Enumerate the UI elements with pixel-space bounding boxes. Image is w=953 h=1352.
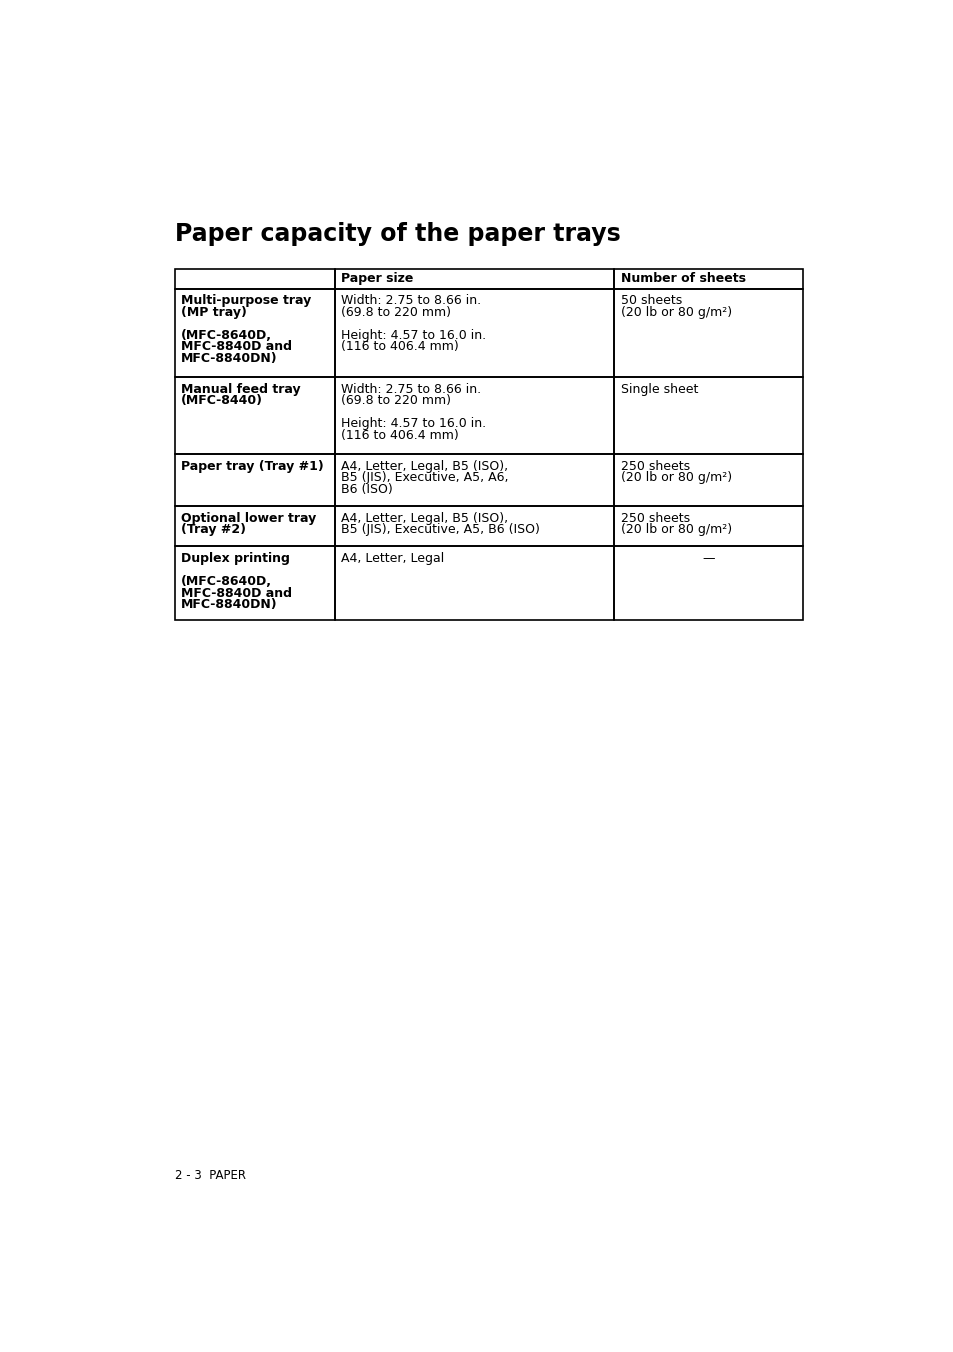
Text: Duplex printing: Duplex printing	[181, 552, 290, 565]
Text: Single sheet: Single sheet	[620, 383, 698, 396]
Bar	[335, 546, 614, 619]
Text: A4, Letter, Legal, B5 (ISO),: A4, Letter, Legal, B5 (ISO),	[341, 460, 508, 472]
Text: (69.8 to 220 mm): (69.8 to 220 mm)	[341, 306, 451, 319]
Bar	[335, 454, 614, 507]
Text: A4, Letter, Legal: A4, Letter, Legal	[341, 552, 444, 565]
Text: Width: 2.75 to 8.66 in.: Width: 2.75 to 8.66 in.	[341, 293, 481, 307]
Text: Width: 2.75 to 8.66 in.: Width: 2.75 to 8.66 in.	[341, 383, 481, 396]
Text: (116 to 406.4 mm): (116 to 406.4 mm)	[341, 429, 458, 442]
Bar	[614, 454, 802, 507]
Text: Height: 4.57 to 16.0 in.: Height: 4.57 to 16.0 in.	[341, 418, 486, 430]
Text: (69.8 to 220 mm): (69.8 to 220 mm)	[341, 393, 451, 407]
Text: B6 (ISO): B6 (ISO)	[341, 483, 393, 496]
Text: Number of sheets: Number of sheets	[620, 272, 745, 285]
Bar	[174, 454, 335, 507]
Bar	[614, 546, 802, 619]
Text: Multi-purpose tray: Multi-purpose tray	[181, 293, 312, 307]
Text: Manual feed tray: Manual feed tray	[181, 383, 300, 396]
Text: B5 (JIS), Executive, A5, B6 (ISO): B5 (JIS), Executive, A5, B6 (ISO)	[341, 523, 539, 537]
Bar	[174, 546, 335, 619]
Text: —: —	[701, 552, 714, 565]
Text: B5 (JIS), Executive, A5, A6,: B5 (JIS), Executive, A5, A6,	[341, 470, 508, 484]
Text: 250 sheets: 250 sheets	[620, 512, 689, 525]
Text: Paper capacity of the paper trays: Paper capacity of the paper trays	[174, 222, 620, 246]
Text: (Tray #2): (Tray #2)	[181, 523, 246, 537]
Text: MFC-8840D and: MFC-8840D and	[181, 341, 292, 353]
Text: (MFC-8440): (MFC-8440)	[181, 393, 263, 407]
Bar	[335, 507, 614, 546]
Text: 50 sheets: 50 sheets	[620, 293, 681, 307]
Text: 250 sheets: 250 sheets	[620, 460, 689, 472]
Text: (116 to 406.4 mm): (116 to 406.4 mm)	[341, 341, 458, 353]
Text: (MP tray): (MP tray)	[181, 306, 247, 319]
Bar	[335, 377, 614, 454]
Text: (MFC-8640D,: (MFC-8640D,	[181, 329, 272, 342]
Text: Height: 4.57 to 16.0 in.: Height: 4.57 to 16.0 in.	[341, 329, 486, 342]
Bar	[335, 269, 614, 288]
Bar	[614, 269, 802, 288]
Text: MFC-8840DN): MFC-8840DN)	[181, 598, 277, 611]
Text: (20 lb or 80 g/m²): (20 lb or 80 g/m²)	[620, 470, 731, 484]
Bar	[614, 377, 802, 454]
Text: A4, Letter, Legal, B5 (ISO),: A4, Letter, Legal, B5 (ISO),	[341, 512, 508, 525]
Text: (20 lb or 80 g/m²): (20 lb or 80 g/m²)	[620, 523, 731, 537]
Bar	[614, 288, 802, 377]
Bar	[174, 507, 335, 546]
Bar	[174, 269, 335, 288]
Bar	[174, 377, 335, 454]
Text: Optional lower tray: Optional lower tray	[181, 512, 316, 525]
Text: MFC-8840D and: MFC-8840D and	[181, 587, 292, 599]
Text: (20 lb or 80 g/m²): (20 lb or 80 g/m²)	[620, 306, 731, 319]
Bar	[614, 507, 802, 546]
Text: 2 - 3  PAPER: 2 - 3 PAPER	[174, 1168, 246, 1182]
Text: Paper size: Paper size	[341, 272, 414, 285]
Text: (MFC-8640D,: (MFC-8640D,	[181, 575, 272, 588]
Text: MFC-8840DN): MFC-8840DN)	[181, 352, 277, 365]
Bar	[174, 288, 335, 377]
Text: Paper tray (Tray #1): Paper tray (Tray #1)	[181, 460, 324, 472]
Bar	[335, 288, 614, 377]
